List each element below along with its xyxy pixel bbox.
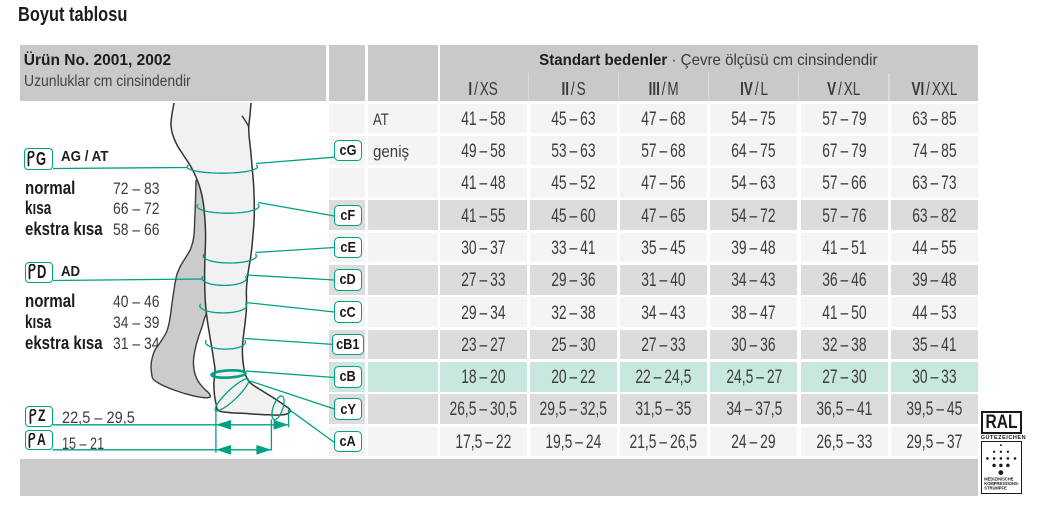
- svg-text:MEDIZINISCHE: MEDIZINISCHE: [984, 476, 1014, 481]
- svg-text:KOMPRESSIONS-: KOMPRESSIONS-: [984, 481, 1019, 486]
- svg-text:STRÜMPFE: STRÜMPFE: [984, 485, 1007, 490]
